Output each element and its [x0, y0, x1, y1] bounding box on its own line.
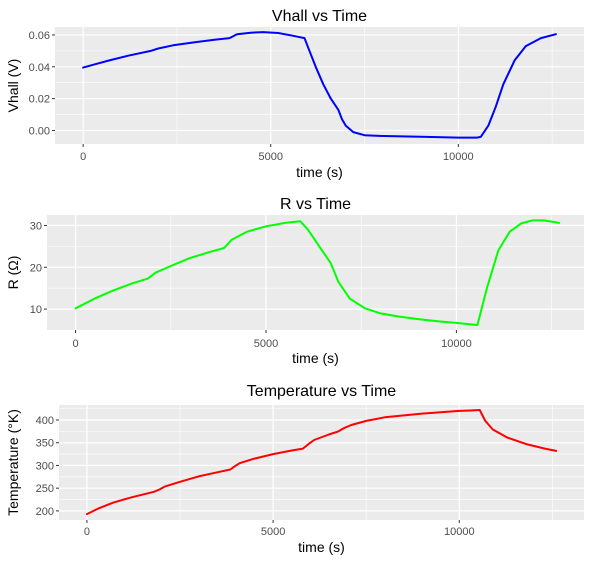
x-tick-label: 5000: [258, 151, 282, 163]
x-tick-label: 10000: [443, 151, 474, 163]
series-line-1: [74, 219, 561, 326]
plot-background: [55, 27, 584, 144]
y-tick-label: 30: [30, 220, 42, 232]
x-tick-label: 10000: [441, 338, 472, 350]
plot-background: [47, 215, 584, 330]
x-tick-label: 10000: [444, 526, 475, 538]
series-line-1: [82, 31, 557, 139]
y-tick-label: 10: [30, 304, 42, 316]
y-tick-label: 0.06: [29, 30, 50, 42]
x-tick-label: 5000: [261, 526, 285, 538]
y-tick-label: 20: [30, 262, 42, 274]
y-tick-label: 0.02: [29, 94, 50, 106]
chart-panel-1: 0 5000 10000 0.00 0.02 0.04 0.06 Vhall vs Time t…: [5, 8, 584, 180]
chart-title: Vhall vs Time: [272, 8, 367, 25]
x-axis-label: time (s): [296, 164, 343, 180]
series-line-1: [85, 409, 558, 516]
y-axis-label: R (Ω): [5, 256, 21, 290]
y-tick-label: 250: [36, 483, 54, 495]
y-axis-label: Temperature (°K): [5, 409, 21, 516]
x-axis-label: time (s): [292, 350, 339, 366]
y-tick-label: 300: [36, 460, 54, 472]
x-tick-label: 0: [84, 526, 90, 538]
y-tick-label: 0.04: [29, 62, 50, 74]
y-tick-label: 350: [36, 438, 54, 450]
plot-background: [59, 405, 584, 520]
chart-panel-2: 0 5000 10000 10 20 30 R vs Time time (s) R (Ω): [5, 196, 584, 366]
x-axis-label: time (s): [298, 539, 345, 555]
x-tick-label: 5000: [254, 338, 278, 350]
y-tick-label: 400: [36, 415, 54, 427]
x-tick-label: 0: [73, 338, 79, 350]
y-axis-label: Vhall (V): [5, 59, 21, 113]
y-tick-label: 0.00: [29, 125, 50, 137]
chart-title: Temperature vs Time: [247, 383, 396, 400]
chart-panel-3: 0 5000 10000 200 250 300 350 400 Temperature vs …: [5, 383, 584, 555]
y-tick-label: 200: [36, 506, 54, 518]
chart-title: R vs Time: [280, 196, 351, 213]
x-tick-label: 0: [80, 151, 86, 163]
